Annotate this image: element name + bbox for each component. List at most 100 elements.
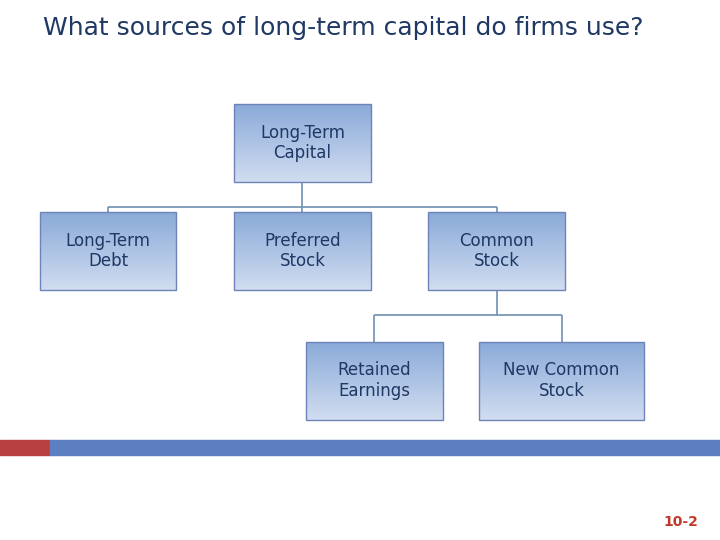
Bar	[479, 377, 644, 379]
Bar	[428, 265, 565, 267]
Bar	[306, 402, 443, 404]
Bar	[428, 257, 565, 259]
Bar	[234, 255, 371, 257]
Bar	[234, 112, 371, 114]
Bar	[234, 136, 371, 137]
Bar	[234, 275, 371, 276]
Bar	[306, 361, 443, 363]
Bar	[234, 104, 371, 183]
Bar	[306, 347, 443, 349]
Bar	[428, 288, 565, 291]
Bar	[306, 399, 443, 400]
Bar	[40, 218, 176, 220]
Bar	[234, 159, 371, 161]
Bar	[40, 251, 176, 253]
Bar	[234, 216, 371, 218]
Bar	[428, 226, 565, 228]
Bar	[40, 267, 176, 269]
Bar	[234, 279, 371, 280]
Bar	[306, 346, 443, 347]
Bar	[234, 116, 371, 118]
Bar	[40, 288, 176, 291]
Bar	[428, 243, 565, 245]
Bar	[479, 349, 644, 352]
Bar	[234, 222, 371, 224]
Bar	[428, 259, 565, 261]
Bar	[234, 285, 371, 286]
Bar	[234, 166, 371, 168]
Bar	[428, 271, 565, 273]
Bar	[234, 273, 371, 274]
Bar	[40, 233, 176, 235]
Bar	[234, 251, 371, 253]
Bar	[479, 365, 644, 367]
Bar	[428, 247, 565, 249]
Bar	[306, 416, 443, 418]
Bar	[40, 276, 176, 279]
Bar	[40, 285, 176, 286]
Bar	[234, 259, 371, 261]
Bar	[428, 286, 565, 288]
Bar	[234, 249, 371, 251]
Bar	[234, 174, 371, 177]
Bar	[234, 172, 371, 174]
Bar	[40, 269, 176, 271]
Bar	[428, 280, 565, 282]
Bar	[428, 251, 565, 253]
Bar	[234, 224, 371, 226]
Bar	[428, 269, 565, 271]
Bar	[234, 245, 371, 247]
Bar	[306, 359, 443, 361]
Bar	[479, 381, 644, 383]
Bar	[306, 389, 443, 390]
Bar	[479, 371, 644, 373]
Bar	[234, 143, 371, 145]
Bar	[40, 241, 176, 243]
Bar	[234, 130, 371, 131]
Bar	[234, 133, 371, 136]
Bar	[428, 245, 565, 247]
Bar	[234, 247, 371, 249]
Bar	[234, 267, 371, 269]
Bar	[234, 147, 371, 149]
Bar	[234, 265, 371, 267]
Bar	[234, 171, 371, 172]
Text: Retained
Earnings: Retained Earnings	[338, 361, 411, 400]
Bar	[234, 257, 371, 259]
Bar	[40, 280, 176, 282]
Bar	[428, 285, 565, 286]
Bar	[428, 267, 565, 269]
Bar	[306, 379, 443, 381]
Bar	[306, 373, 443, 375]
Bar	[234, 212, 371, 291]
Bar	[234, 180, 371, 183]
Bar	[479, 396, 644, 399]
Bar	[428, 218, 565, 220]
Bar	[234, 165, 371, 166]
Bar	[40, 271, 176, 273]
Bar	[40, 286, 176, 288]
Bar	[40, 212, 176, 291]
Bar	[234, 269, 371, 271]
Bar	[234, 145, 371, 147]
Bar	[234, 108, 371, 110]
Bar	[479, 383, 644, 384]
Bar	[306, 406, 443, 408]
Bar	[40, 249, 176, 251]
Bar	[306, 367, 443, 369]
Bar	[479, 352, 644, 353]
Bar	[428, 235, 565, 238]
Bar	[306, 343, 443, 346]
Bar	[234, 212, 371, 214]
Bar	[40, 216, 176, 218]
Bar	[234, 218, 371, 220]
Bar	[479, 390, 644, 393]
Bar	[40, 257, 176, 259]
Bar	[306, 394, 443, 396]
Bar	[306, 377, 443, 379]
Bar	[234, 261, 371, 263]
Bar	[40, 238, 176, 239]
Bar	[234, 110, 371, 112]
Bar	[479, 393, 644, 394]
Bar	[428, 230, 565, 232]
